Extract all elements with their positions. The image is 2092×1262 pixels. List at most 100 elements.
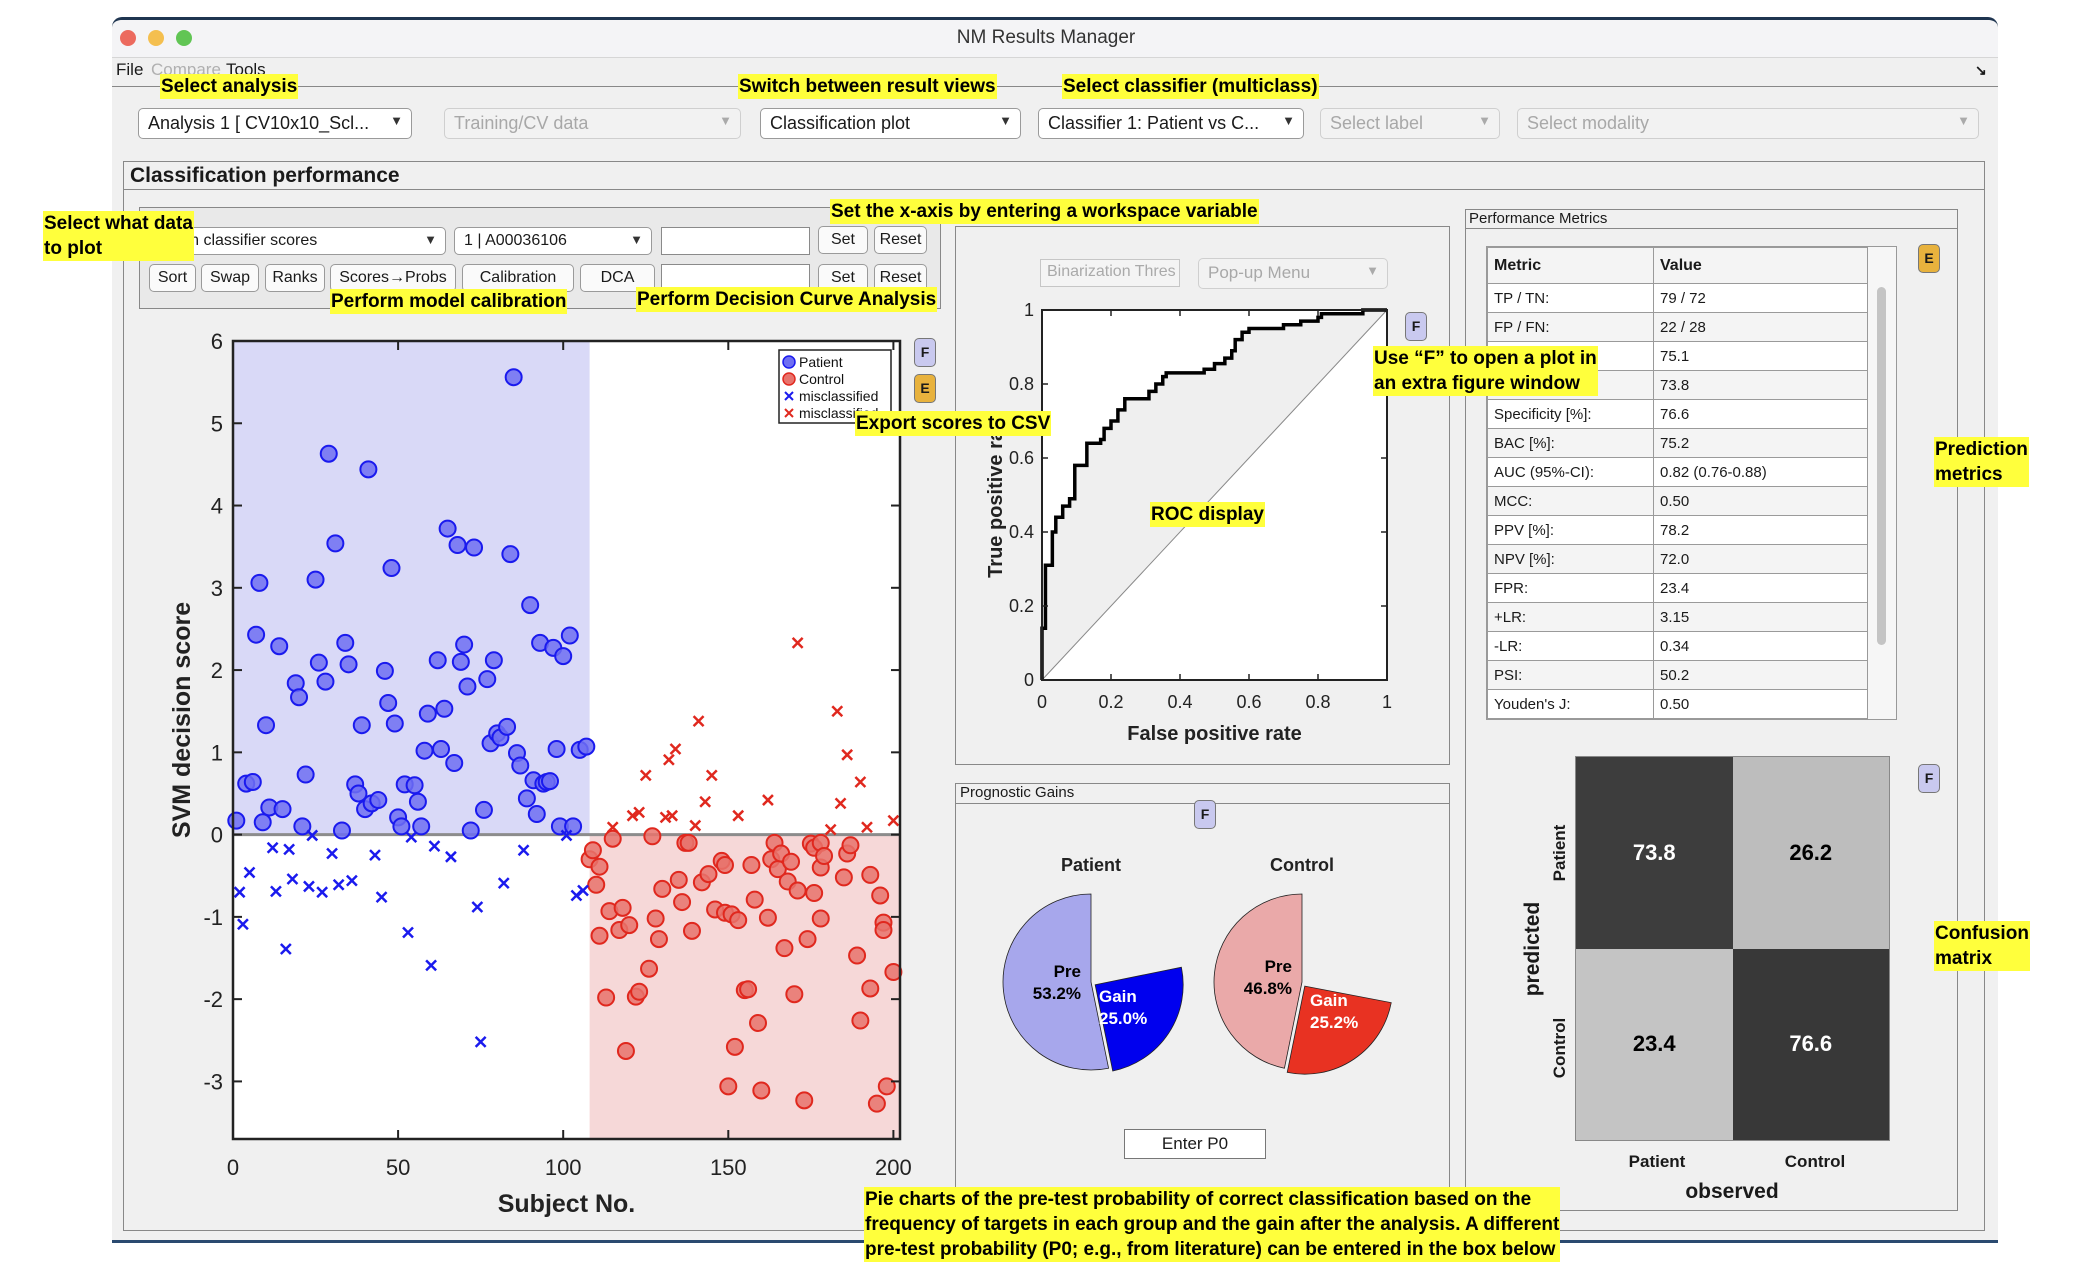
pies-open-figure-button[interactable]: F xyxy=(1194,800,1216,829)
y-tick-label: 0 xyxy=(211,823,223,848)
data-point-patient xyxy=(247,625,266,644)
minimize-window-button[interactable] xyxy=(148,30,164,46)
classifier-dropdown[interactable]: Classifier 1: Patient vs C... ▼ xyxy=(1038,108,1304,139)
analysis-dropdown[interactable]: Analysis 1 [ CV10x10_Scl... ▼ xyxy=(138,108,412,139)
metric-name: TP / TN: xyxy=(1487,283,1654,313)
collapse-icon[interactable]: ↘ xyxy=(1975,62,1987,78)
data-point-misclassified-patient xyxy=(279,943,292,955)
annotation-export: Export scores to CSV xyxy=(855,411,1052,436)
metric-value: 3.15 xyxy=(1653,602,1868,632)
data-point-control xyxy=(587,875,606,894)
data-point-control xyxy=(669,870,688,889)
reset-xaxis-button[interactable]: Reset xyxy=(874,226,927,254)
metric-name: PSI: xyxy=(1487,660,1654,690)
data-point-misclassified-patient xyxy=(445,850,457,863)
ranks-button[interactable]: Ranks xyxy=(265,264,325,292)
pie-slice-pre xyxy=(1002,893,1110,1071)
data-point-patient xyxy=(465,538,484,557)
data-point-control xyxy=(715,856,734,875)
data-point-misclassified-control xyxy=(705,769,718,782)
data-point-patient xyxy=(478,670,497,689)
data-point-patient xyxy=(560,626,579,645)
data-point-patient xyxy=(309,653,328,672)
annotation-dca: Perform Decision Curve Analysis xyxy=(636,287,938,312)
data-point-patient xyxy=(227,811,246,830)
pie-gain-label: Gain xyxy=(1099,987,1137,1006)
cm-y-axis-label: predicted xyxy=(1521,901,1544,997)
data-point-patient xyxy=(293,817,312,836)
cm-open-figure-button[interactable]: F xyxy=(1918,764,1940,793)
binarization-threshold-input[interactable]: Binarization Thres xyxy=(1040,259,1180,287)
x-axis-label: Subject No. xyxy=(498,1190,636,1218)
data-point-misclassified-control xyxy=(626,809,639,822)
enter-p0-button[interactable]: Enter P0 xyxy=(1124,1129,1266,1159)
roc-open-figure-button[interactable]: F xyxy=(1405,312,1427,341)
subject-select-dropdown[interactable]: 1 | A00036106 ▼ xyxy=(454,227,652,255)
y-tick-label: -1 xyxy=(203,905,223,930)
y-tick-label: 2 xyxy=(211,658,223,683)
sort-button[interactable]: Sort xyxy=(149,264,196,292)
swap-button[interactable]: Swap xyxy=(201,264,259,292)
data-point-control xyxy=(785,985,804,1004)
export-metrics-button[interactable]: E xyxy=(1918,244,1940,273)
scores-to-probs-button[interactable]: Scores→Probs xyxy=(330,264,456,292)
x-tick-label: 200 xyxy=(875,1155,912,1180)
metric-value: 50.2 xyxy=(1653,660,1868,690)
metrics-row: PSI: 50.2 xyxy=(1487,660,1868,690)
metric-value: 0.50 xyxy=(1653,689,1868,719)
menu-file[interactable]: File xyxy=(116,60,144,79)
y-tick-label: 0.8 xyxy=(1009,374,1034,394)
data-point-control xyxy=(775,939,794,958)
chevron-down-icon: ▼ xyxy=(390,113,403,128)
close-window-button[interactable] xyxy=(120,30,136,46)
data-point-patient xyxy=(392,817,411,836)
data-point-patient xyxy=(257,716,276,735)
metrics-row: FP / FN: 22 / 28 xyxy=(1487,312,1868,342)
data-point-misclassified-control xyxy=(662,753,675,766)
metric-value: 79 / 72 xyxy=(1653,283,1868,313)
data-point-patient xyxy=(332,821,351,840)
data-point-misclassified-patient xyxy=(517,844,530,857)
x-tick-label: 0 xyxy=(227,1155,239,1180)
metric-name: NPV [%]: xyxy=(1487,544,1654,574)
data-point-control xyxy=(682,921,701,940)
data-point-patient xyxy=(379,693,398,712)
y-tick-label: -3 xyxy=(203,1069,223,1094)
export-scores-button[interactable]: E xyxy=(914,374,936,403)
data-point-patient xyxy=(339,655,358,674)
data-point-control xyxy=(603,829,622,848)
prognostic-gains-title: Prognostic Gains xyxy=(960,784,1075,801)
result-view-dropdown[interactable]: Classification plot ▼ xyxy=(760,108,1021,139)
data-point-misclassified-control xyxy=(732,809,745,822)
y-tick-label: 0.4 xyxy=(1009,522,1034,542)
metrics-table-container[interactable]: Metric Value TP / TN: 79 / 72 FP / FN: 22 /… xyxy=(1486,246,1897,720)
chevron-down-icon: ▼ xyxy=(1957,113,1970,128)
metric-name: PPV [%]: xyxy=(1487,515,1654,545)
title-bar xyxy=(112,20,1998,58)
data-point-patient xyxy=(382,559,401,578)
data-select-dropdown[interactable]: Mean classifier scores ▼ xyxy=(149,227,446,255)
x-tick-label: 50 xyxy=(386,1155,410,1180)
metric-value: 75.1 xyxy=(1653,341,1868,371)
metrics-scrollbar-thumb[interactable] xyxy=(1877,287,1886,645)
metrics-row: PPV [%]: 78.2 xyxy=(1487,515,1868,545)
data-point-patient xyxy=(432,740,451,759)
calibration-button[interactable]: Calibration xyxy=(462,264,574,292)
set-xaxis-button[interactable]: Set xyxy=(818,226,868,254)
data-point-misclassified-patient xyxy=(243,866,256,879)
scatter-open-figure-button[interactable]: F xyxy=(914,338,936,367)
x-axis-variable-input[interactable] xyxy=(661,227,810,255)
x-tick-label: 0.6 xyxy=(1236,692,1261,712)
data-point-misclassified-control xyxy=(824,823,837,836)
metric-name: FPR: xyxy=(1487,573,1654,603)
metrics-row: -LR: 0.34 xyxy=(1487,631,1868,661)
cm-cell-pred-control-obs-control: 76.6 xyxy=(1732,948,1889,1140)
data-point-patient xyxy=(435,699,454,718)
metrics-table: Metric Value TP / TN: 79 / 72 FP / FN: 22 /… xyxy=(1487,247,1868,719)
zoom-window-button[interactable] xyxy=(176,30,192,46)
y-tick-label: 0.2 xyxy=(1009,596,1034,616)
value-column-header: Value xyxy=(1653,247,1868,284)
metrics-row: TP / TN: 79 / 72 xyxy=(1487,283,1868,313)
data-point-misclassified-patient xyxy=(237,918,249,931)
data-point-control xyxy=(871,886,890,905)
